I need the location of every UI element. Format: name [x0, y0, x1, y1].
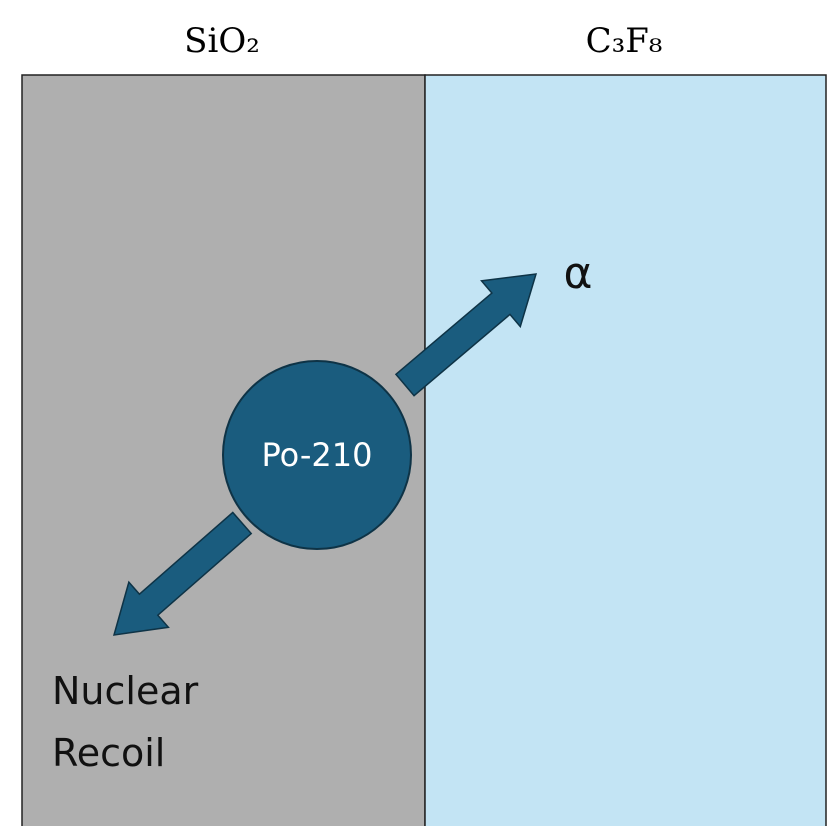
alpha-arrow [394, 273, 538, 397]
c3f8-region [424, 74, 827, 826]
po210-label: Po-210 [262, 436, 373, 474]
arrows [112, 273, 538, 636]
recoil-line-1: Nuclear [52, 669, 199, 713]
recoil-line-2: Recoil [52, 731, 165, 775]
sio2-label: SiO₂ [184, 21, 260, 61]
c3f8-label: C₃F₈ [586, 21, 663, 61]
po210-circle [222, 360, 412, 550]
alpha-label: α [563, 248, 592, 299]
recoil-arrow [112, 511, 253, 636]
